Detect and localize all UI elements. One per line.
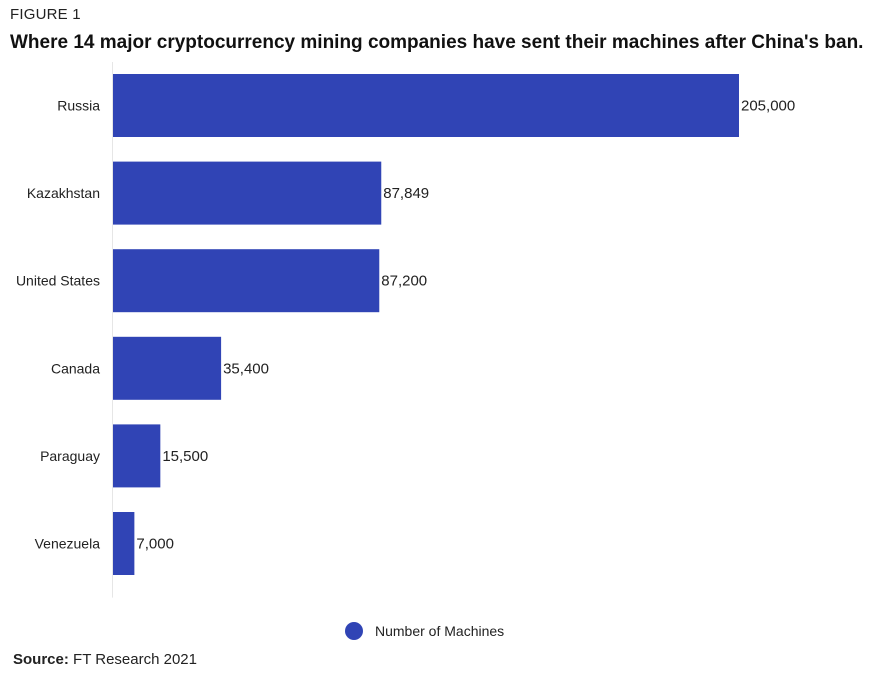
bar-paraguay	[113, 424, 161, 488]
value-label-united-states: 87,200	[381, 273, 427, 290]
chart-title: Where 14 major cryptocurrency mining com…	[10, 32, 864, 53]
category-label-venezuela: Venezuela	[35, 536, 101, 552]
category-label-canada: Canada	[51, 360, 100, 376]
legend-swatch-icon	[345, 622, 363, 640]
value-label-venezuela: 7,000	[136, 536, 174, 553]
value-label-russia: 205,000	[741, 98, 795, 115]
category-label-paraguay: Paraguay	[40, 448, 100, 464]
bar-canada	[113, 336, 222, 400]
source-text: FT Research 2021	[73, 651, 197, 668]
bar-kazakhstan	[113, 161, 382, 225]
value-label-canada: 35,400	[223, 360, 269, 377]
bar-venezuela	[113, 512, 135, 575]
category-label-united-states: United States	[16, 273, 100, 289]
bar-russia	[113, 74, 739, 137]
source-note: Source: FT Research 2021	[13, 651, 197, 668]
legend: Number of Machines	[345, 622, 504, 640]
value-label-paraguay: 15,500	[162, 448, 208, 465]
category-label-kazakhstan: Kazakhstan	[27, 185, 100, 201]
source-label: Source:	[13, 651, 69, 668]
category-label-russia: Russia	[57, 98, 100, 114]
bar-united-states	[113, 249, 380, 313]
bar-chart: Russia 205,000 Kazakhstan 87,849 United Stat…	[16, 62, 795, 598]
value-label-kazakhstan: 87,849	[383, 185, 429, 202]
figure-label: FIGURE 1	[10, 6, 81, 23]
legend-label: Number of Machines	[375, 623, 505, 639]
